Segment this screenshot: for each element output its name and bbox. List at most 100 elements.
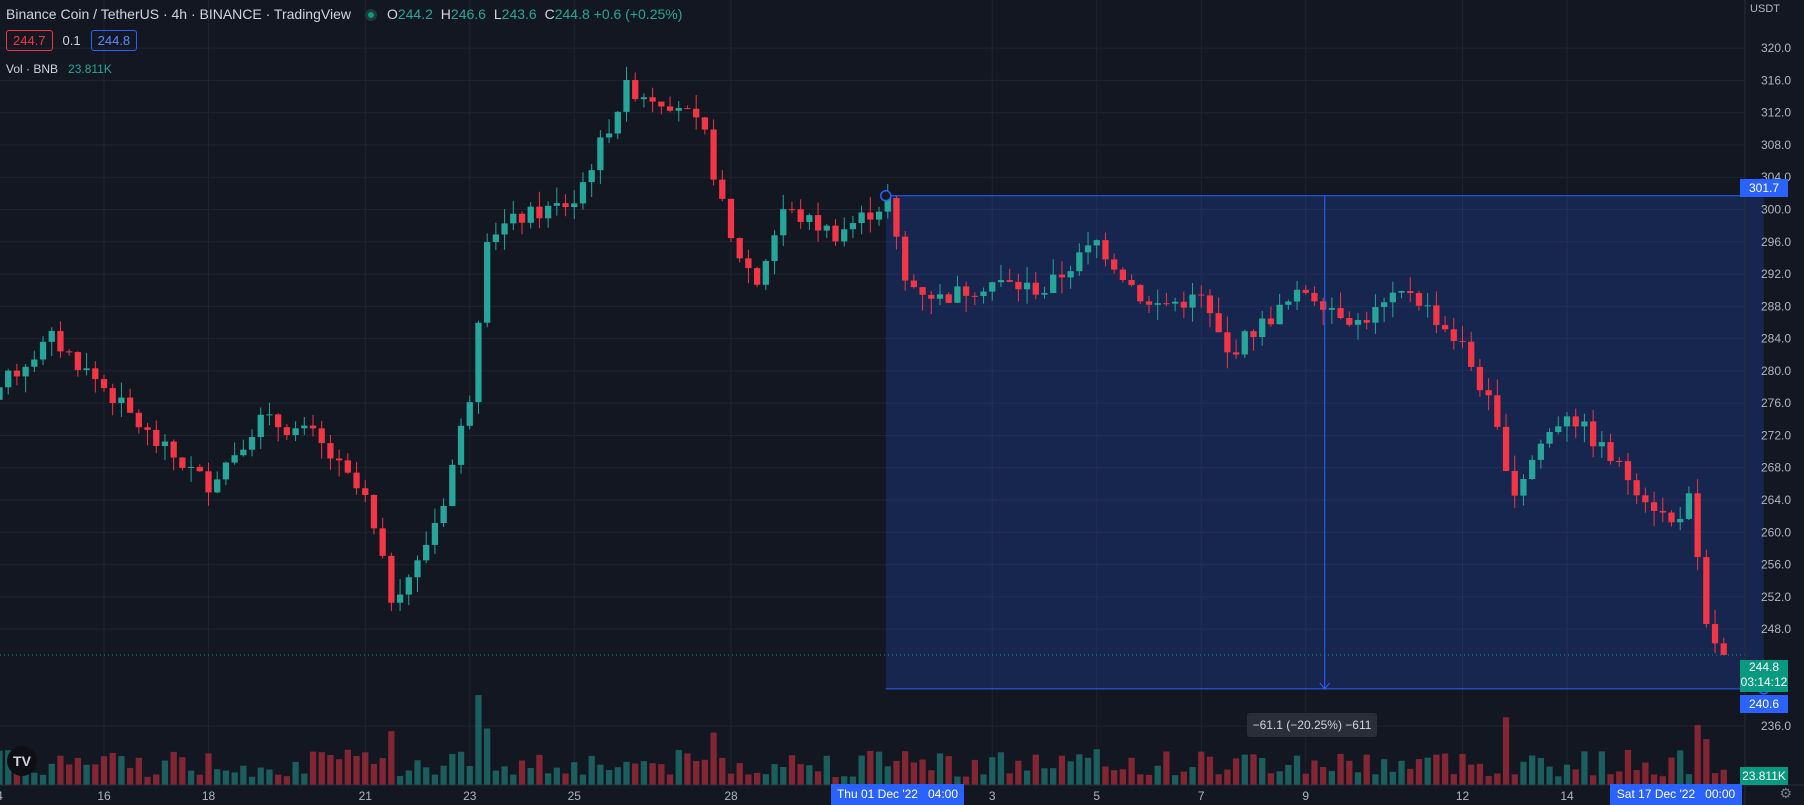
volume-bar [457,751,465,785]
candle-body [1659,510,1666,513]
volume-bar [571,762,578,785]
candle-body [823,225,830,231]
candle-body [510,213,517,224]
volume-bar [196,774,203,785]
candle-body [1267,318,1275,325]
candle-body [640,97,648,100]
candle-body [83,368,90,371]
candle-body [989,282,996,292]
time-tick-label: 5 [1093,789,1100,803]
ohlc-high-label: H [440,6,451,22]
current-price-tag: 244.8 03:14:12 [1740,660,1788,692]
candle-body [1380,302,1388,308]
volume-bar [1624,749,1632,785]
measure-handle-start [880,190,892,202]
candle-body [170,441,177,458]
volume-bar [109,752,116,785]
candle-body [1102,240,1109,260]
time-tick-label: 18 [202,789,216,803]
volume-bar [588,755,595,785]
candle-body [727,198,735,239]
volume-bar [1502,717,1510,785]
candle-body [684,108,691,110]
volume-tag: 23.811K [1740,767,1788,785]
candle-body [597,137,604,171]
volume-bar [275,774,282,785]
volume-bar [971,759,978,785]
candle-body [1529,459,1536,480]
volume-bar [1511,774,1518,785]
ohlc-open: 244.2 [397,6,433,22]
candle-body [475,322,482,403]
volume-bar [1171,775,1179,785]
volume-bar [1633,770,1640,785]
volume-bar [1337,753,1344,785]
buy-button[interactable]: 244.8 [90,30,138,51]
candle-body [867,212,874,220]
volume-bar [1058,755,1066,785]
candle-body [484,242,491,323]
candle-body [214,479,221,493]
volume-bar [1128,757,1135,785]
volume-bar [1433,754,1440,785]
candle-body [936,294,944,299]
candle-body [1537,443,1545,460]
left-time-tag: Thu 01 Dec '22 04:00 [831,784,964,805]
volume-bar [0,750,3,785]
candle-body [501,223,508,235]
tradingview-logo-icon[interactable]: TV [7,746,37,776]
sell-button[interactable]: 244.7 [6,30,53,51]
candle-body [1694,493,1701,558]
price-tick-label: 248.0 [1761,622,1791,636]
gear-icon[interactable]: ⚙ [1779,785,1792,801]
volume-bar [875,751,883,785]
candle-body [1180,301,1187,308]
volume-bar [283,776,291,785]
candlesticks [0,66,1727,656]
candle-body [788,209,796,211]
candle-body [1354,319,1362,325]
symbol-title[interactable]: Binance Coin / TetherUS · 4h · BINANCE ·… [6,6,351,22]
time-tick-label: 7 [1198,789,1205,803]
volume-bar [1145,774,1153,785]
candle-body [797,209,804,222]
volume-bar [1232,758,1240,785]
candle-body [544,205,552,219]
candle-body [1015,281,1022,290]
candle-body [388,555,395,603]
volume-bar [884,766,891,785]
volume-bar [1380,759,1388,785]
price-tick-label: 296.0 [1761,235,1791,249]
candle-body [248,437,256,450]
volume-bar [1607,774,1614,785]
candle-body [440,505,447,524]
volume-legend[interactable]: Vol · BNB 23.811K [6,62,112,76]
volume-bar [858,755,865,785]
candle-body [806,215,813,222]
volume-bar [1076,754,1083,785]
candle-body [1502,426,1510,471]
volume-bar [1598,751,1605,785]
candle-body [1302,289,1309,293]
volume-bar [1398,760,1405,785]
volume-bar [1363,754,1370,785]
price-tick-label: 264.0 [1761,493,1791,507]
volume-bar [92,764,99,785]
volume-bar [1015,760,1022,785]
volume-bar [1677,750,1684,785]
candle-body [240,449,247,456]
candle-body [710,129,717,180]
candle-body [701,117,709,130]
volume-bar [466,766,473,785]
volume-bar [1328,770,1336,785]
volume-bar [153,774,160,785]
volume-bar [1450,774,1457,785]
candle-body [1485,390,1492,396]
volume-bar [562,773,569,785]
currency-unit-label[interactable]: USDT [1750,3,1780,15]
volume-bar [1050,768,1057,785]
volume-bar [388,731,395,785]
volume-bar [1441,753,1449,785]
candle-body [1572,416,1579,427]
